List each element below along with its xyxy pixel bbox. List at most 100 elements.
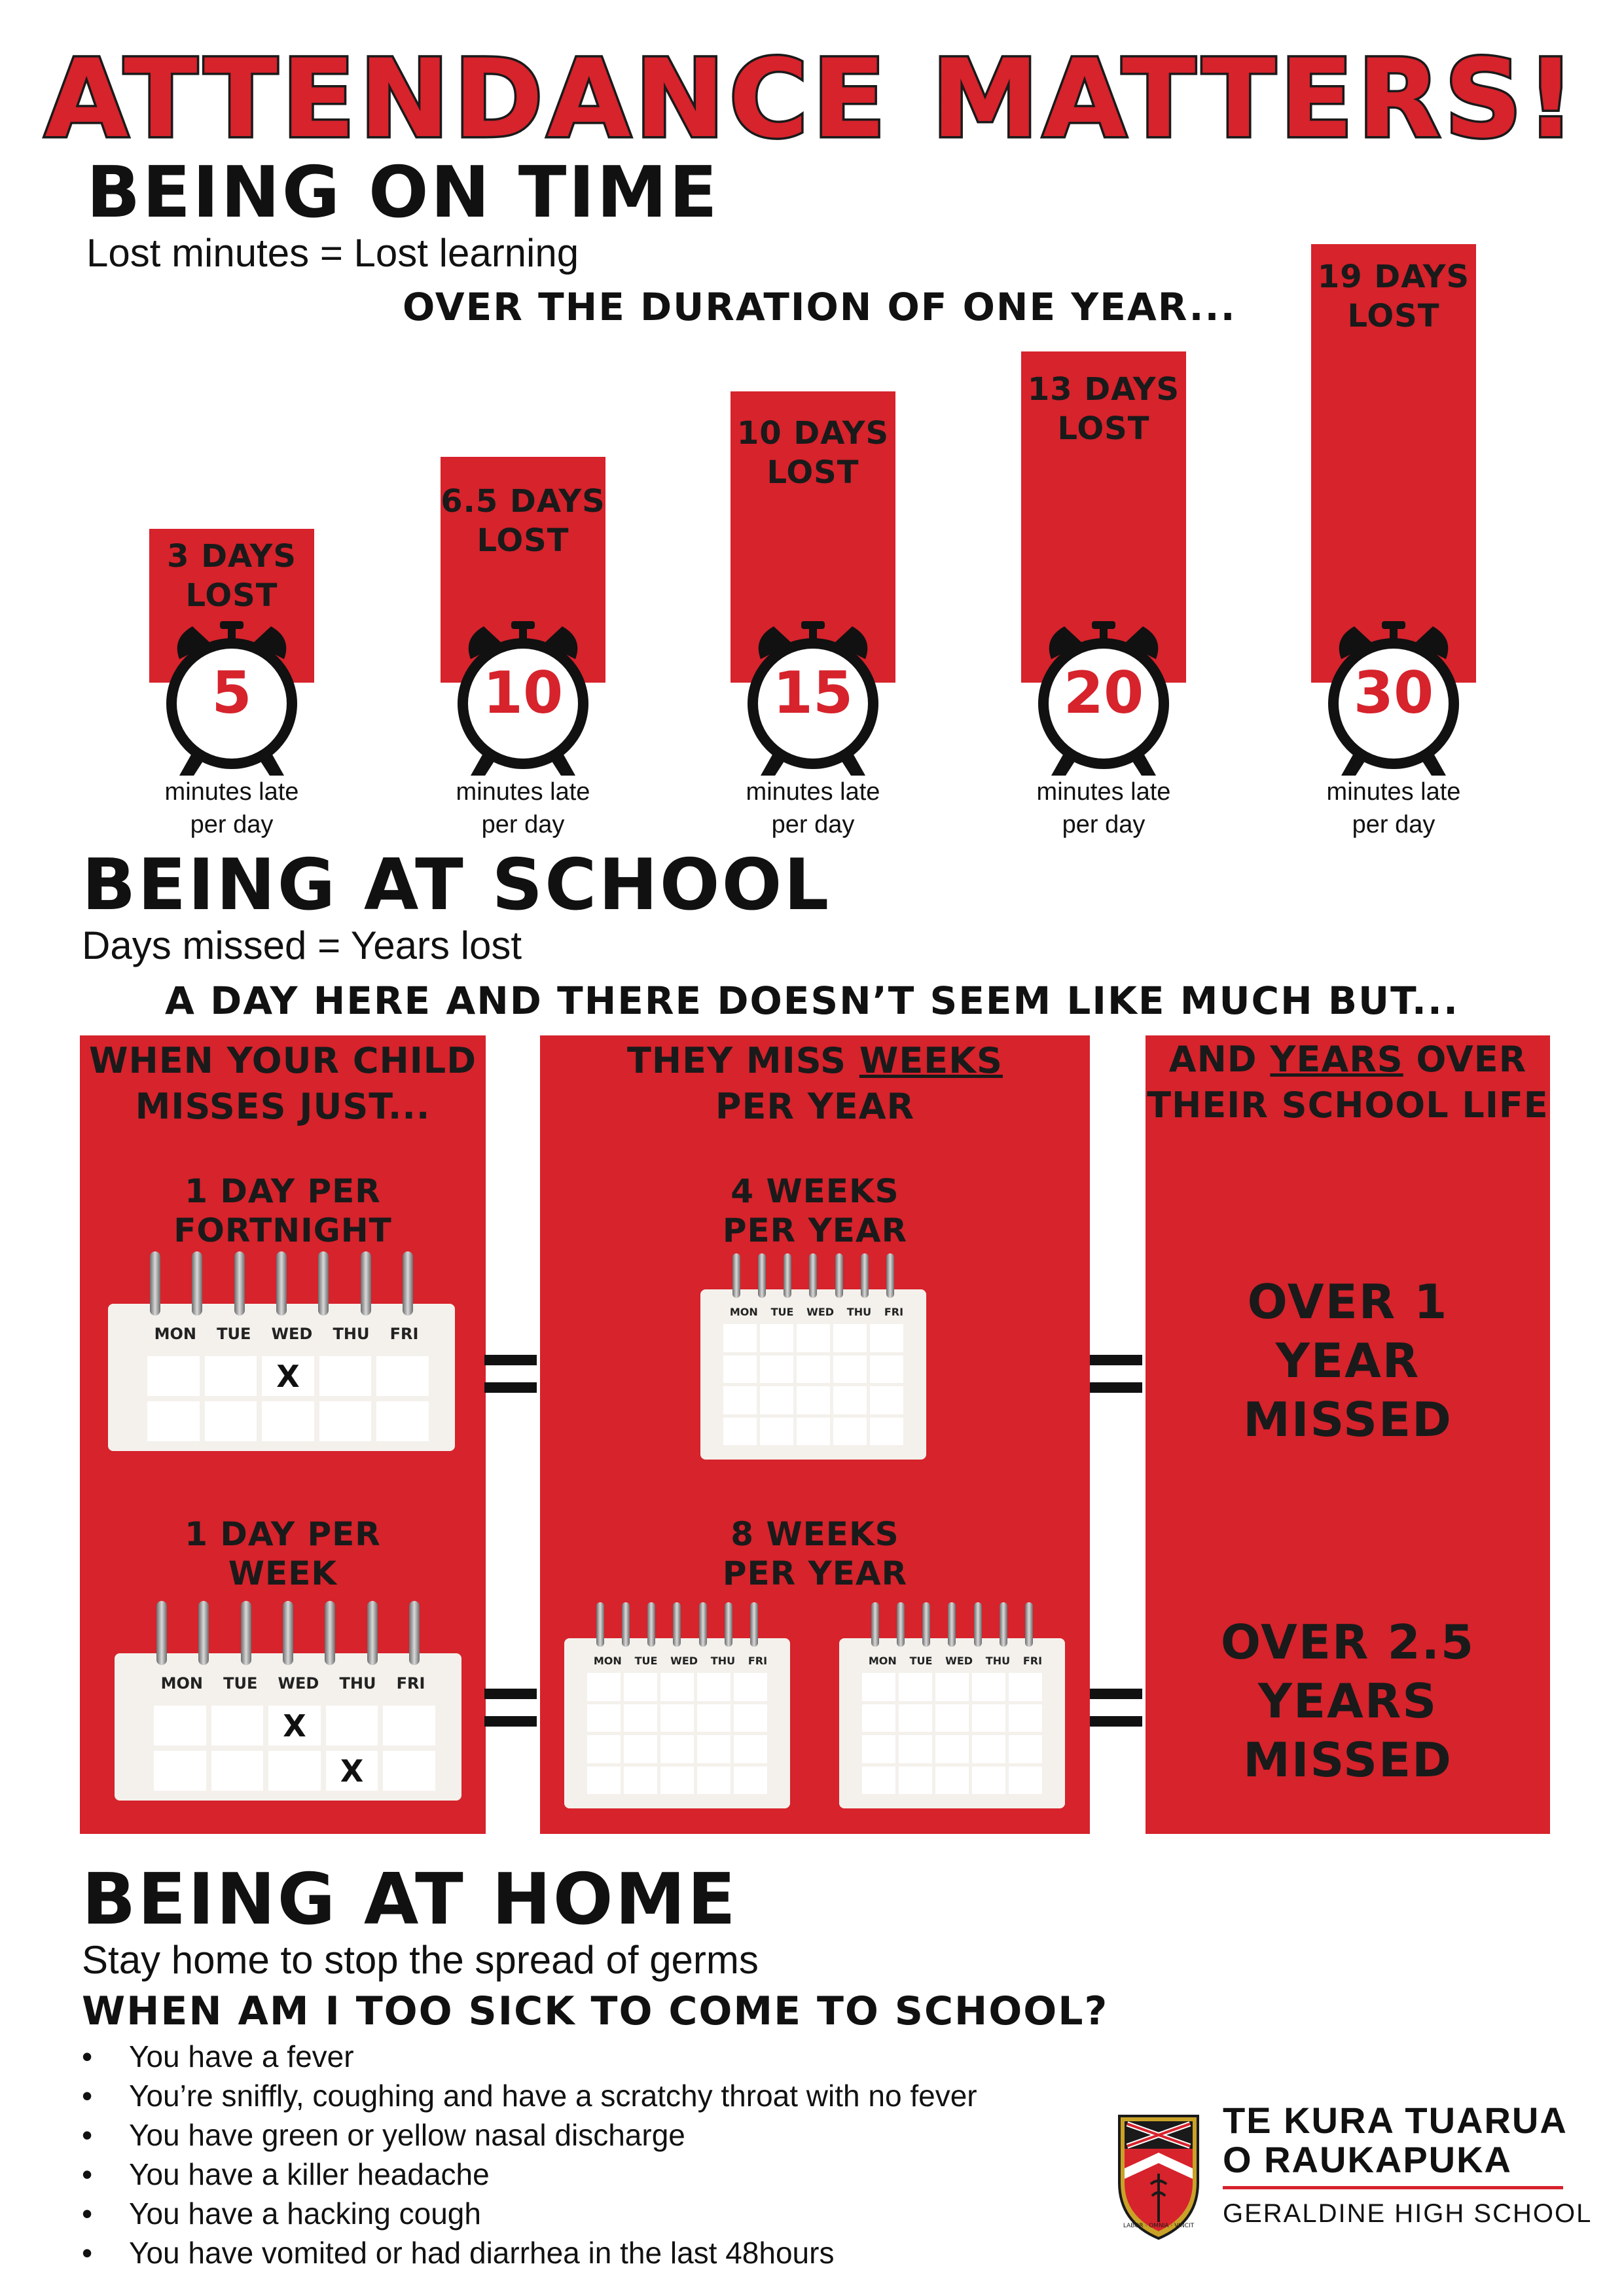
sick-question: WHEN AM I TOO SICK TO COME TO SCHOOL? — [82, 1988, 1109, 2034]
minutes-late-value: 30 — [1353, 659, 1434, 726]
weekday-label: MON — [154, 1325, 196, 1343]
alarm-clock-icon: 10 — [451, 612, 595, 783]
caption-line: minutes late — [1326, 778, 1461, 806]
weekday-label: WED — [806, 1306, 835, 1318]
alarm-clock-icon: 15 — [741, 612, 885, 783]
minutes-late-value: 10 — [482, 659, 564, 726]
calendar-icon: MON TUE WED THU FRI — [564, 1602, 790, 1808]
days-lost-label: 13 DAYS — [1027, 371, 1180, 408]
weekday-label: FRI — [748, 1655, 768, 1667]
school-name-line: O RAUKAPUKA — [1223, 2139, 1512, 2180]
years-missed-value: MISSED — [1243, 1732, 1453, 1787]
panel-years-missed: AND YEARS OVER THEIR SCHOOL LIFE OVER 1 … — [1146, 1035, 1550, 1834]
section-heading-on-time: BEING ON TIME — [86, 152, 719, 234]
section-subheading-at-home: Stay home to stop the spread of germs — [82, 1938, 759, 1982]
weekday-label: THU — [846, 1306, 872, 1318]
weekday-label: TUE — [634, 1655, 658, 1667]
weekday-label: TUE — [217, 1325, 251, 1343]
minutes-late-value: 15 — [772, 659, 854, 726]
days-lost-label: 19 DAYS — [1317, 259, 1470, 295]
frequency-label: 1 DAY PER — [185, 1515, 381, 1553]
equals-icon — [484, 1355, 537, 1393]
list-item-text: You have vomited or had diarrhea in the … — [129, 2236, 835, 2270]
list-item-text: You have a killer headache — [129, 2157, 490, 2191]
equals-icon — [484, 1689, 537, 1727]
weekday-label: WED — [278, 1674, 319, 1693]
caption-line: per day — [1062, 811, 1146, 838]
bullet-icon: • — [82, 2118, 93, 2152]
days-lost-label: LOST — [1347, 298, 1440, 334]
header-text: AND — [1168, 1039, 1271, 1080]
weekday-label: WED — [670, 1655, 698, 1667]
section-subheading-on-time: Lost minutes = Lost learning — [86, 231, 579, 275]
days-lost-bar-2: 6.5 DAYS LOST — [441, 457, 605, 683]
crest-motto: LABOR · OMNIA · VINCIT — [1123, 2223, 1195, 2229]
frequency-label: 1 DAY PER — [185, 1172, 381, 1210]
frequency-label: FORTNIGHT — [173, 1211, 392, 1249]
days-lost-label: LOST — [1057, 410, 1150, 447]
header-text: OVER — [1403, 1039, 1527, 1080]
days-lost-bar-5: 19 DAYS LOST — [1311, 244, 1476, 683]
days-lost-label: 6.5 DAYS — [441, 483, 605, 520]
bullet-icon: • — [82, 2039, 93, 2073]
list-item-text: You have a hacking cough — [129, 2197, 481, 2231]
weekday-label: THU — [985, 1655, 1011, 1667]
weeks-label: PER YEAR — [722, 1211, 908, 1249]
weekday-label: FRI — [884, 1306, 904, 1318]
calendar-icon: MON TUE WED THU FRI — [700, 1253, 926, 1460]
bullet-icon: • — [82, 2197, 93, 2231]
panel-header: WHEN YOUR CHILD — [88, 1040, 477, 1081]
weekday-label: FRI — [1022, 1655, 1043, 1667]
weekday-label: THU — [710, 1655, 736, 1667]
section-heading-at-home: BEING AT HOME — [82, 1859, 738, 1941]
weekday-label: FRI — [389, 1325, 419, 1343]
at-school-intro: A DAY HERE AND THERE DOESN’T SEEM LIKE M… — [164, 978, 1459, 1023]
header-emphasis: YEARS — [1270, 1039, 1403, 1080]
minutes-late-value: 20 — [1063, 659, 1144, 726]
section-subheading-at-school: Days missed = Years lost — [82, 924, 522, 967]
missed-day-mark: X — [325, 1751, 378, 1791]
equals-icon — [1090, 1355, 1142, 1393]
caption-line: minutes late — [164, 778, 299, 806]
years-missed-value: OVER 2.5 — [1220, 1615, 1475, 1670]
caption-line: per day — [1352, 811, 1435, 838]
bullet-icon: • — [82, 2079, 93, 2113]
missed-day-mark: X — [262, 1356, 314, 1396]
weekday-label: THU — [333, 1325, 370, 1343]
on-time-intro: OVER THE DURATION OF ONE YEAR... — [403, 285, 1236, 329]
days-lost-bar-3: 10 DAYS LOST — [731, 391, 895, 683]
equals-icon — [1090, 1689, 1142, 1727]
days-lost-label: 3 DAYS — [167, 538, 297, 575]
weeks-label: 8 WEEKS — [731, 1515, 899, 1553]
minutes-late-caption: minutes late per day — [715, 776, 911, 841]
weekday-label: TUE — [223, 1674, 258, 1693]
weekday-label: TUE — [909, 1655, 933, 1667]
weekday-label: MON — [160, 1674, 203, 1693]
sick-symptoms-list: • You have a fever • You’re sniffly, cough… — [82, 2039, 1129, 2287]
panel-header: PER YEAR — [715, 1086, 915, 1127]
missed-day-mark: X — [268, 1706, 321, 1746]
section-heading-at-school: BEING AT SCHOOL — [82, 844, 831, 926]
alarm-clock-icon: 30 — [1322, 612, 1466, 783]
frequency-label: WEEK — [228, 1554, 338, 1592]
header-emphasis: WEEKS — [859, 1040, 1003, 1081]
caption-line: minutes late — [456, 778, 590, 806]
weekday-label: THU — [339, 1674, 376, 1693]
years-missed-value: OVER 1 — [1247, 1274, 1449, 1329]
panel-header: MISSES JUST... — [135, 1086, 431, 1127]
days-lost-label: LOST — [185, 577, 278, 614]
weekday-label: FRI — [396, 1674, 425, 1693]
school-name-english: GERALDINE HIGH SCHOOL — [1223, 2199, 1593, 2228]
header-text: THEY MISS — [627, 1040, 859, 1081]
alarm-clock-icon: 5 — [160, 612, 304, 783]
bullet-icon: • — [82, 2157, 93, 2191]
school-name-line: TE KURA TUARUA — [1223, 2100, 1568, 2141]
alarm-clock-icon: 20 — [1032, 612, 1176, 783]
minutes-late-caption: minutes late per day — [425, 776, 621, 841]
weekday-label: MON — [868, 1655, 897, 1667]
years-missed-value: YEAR — [1275, 1333, 1420, 1388]
caption-line: minutes late — [1036, 778, 1171, 806]
days-lost-label: 10 DAYS — [736, 415, 890, 452]
weekday-label: TUE — [770, 1306, 794, 1318]
weekday-label: MON — [593, 1655, 622, 1667]
